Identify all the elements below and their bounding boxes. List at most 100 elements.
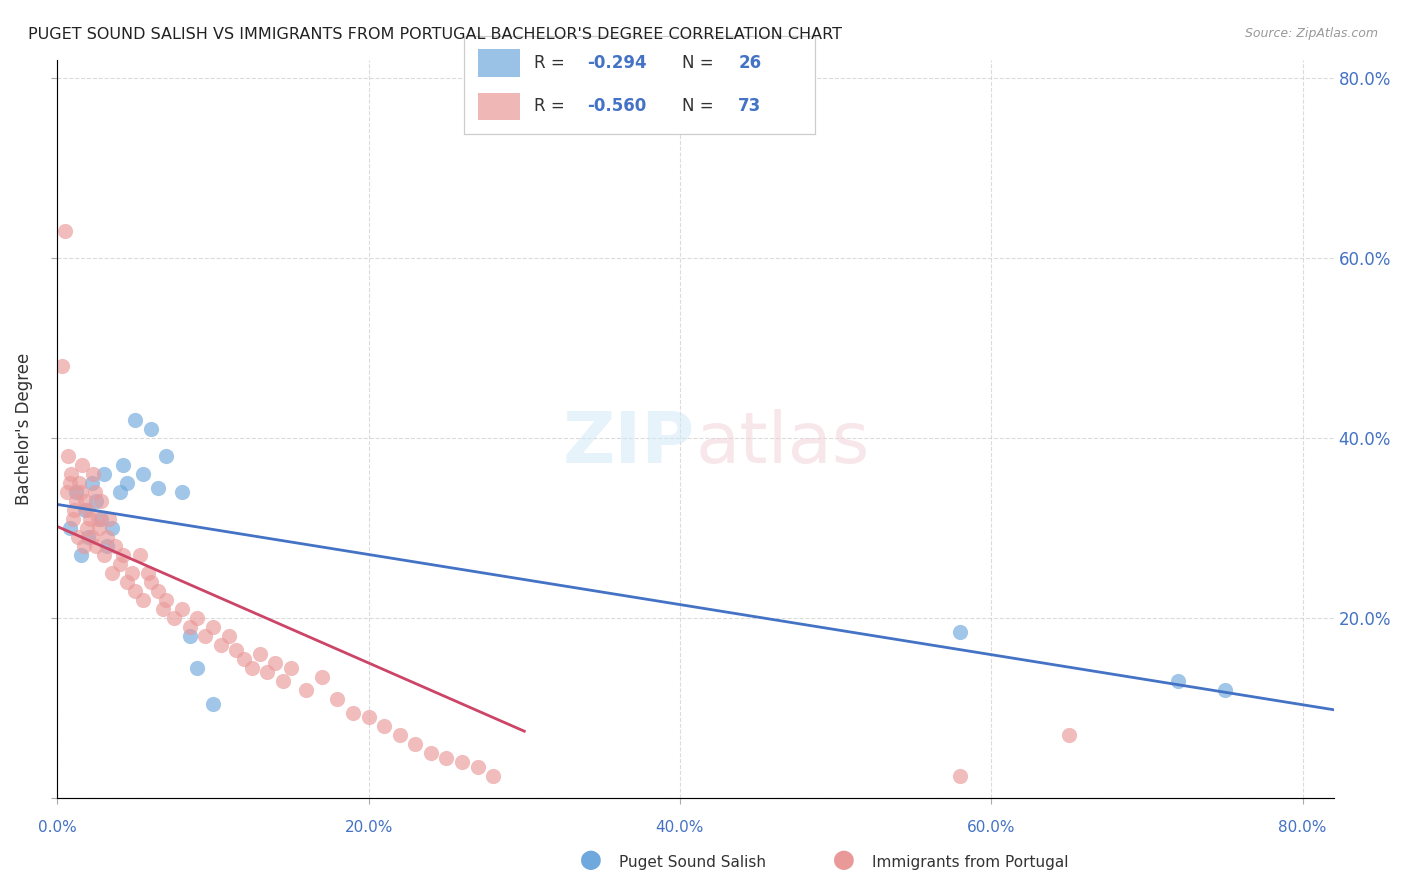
Point bbox=[170, 485, 193, 500]
Point bbox=[101, 521, 124, 535]
Point bbox=[218, 629, 240, 643]
Point bbox=[249, 648, 271, 662]
Point bbox=[186, 611, 208, 625]
Point bbox=[108, 485, 131, 500]
Point bbox=[121, 566, 143, 581]
Point bbox=[152, 602, 174, 616]
Point bbox=[117, 476, 139, 491]
Point bbox=[139, 422, 162, 436]
Point bbox=[136, 566, 159, 581]
Point bbox=[155, 449, 177, 463]
Point bbox=[84, 539, 107, 553]
Point bbox=[70, 458, 93, 472]
Point bbox=[117, 575, 139, 590]
Text: 80.0%: 80.0% bbox=[1278, 820, 1327, 835]
Point bbox=[233, 652, 256, 666]
Point bbox=[256, 665, 278, 680]
Point bbox=[65, 494, 87, 508]
Point bbox=[357, 710, 380, 724]
Text: -0.294: -0.294 bbox=[588, 54, 647, 72]
Point bbox=[295, 683, 318, 698]
Point bbox=[83, 485, 105, 500]
Point bbox=[93, 548, 115, 562]
Text: 26: 26 bbox=[738, 54, 761, 72]
Point bbox=[1057, 728, 1080, 742]
Text: Puget Sound Salish: Puget Sound Salish bbox=[619, 855, 766, 870]
Point bbox=[96, 539, 118, 553]
Point bbox=[170, 602, 193, 616]
Point bbox=[209, 638, 232, 652]
Point bbox=[60, 467, 83, 482]
Point bbox=[76, 521, 98, 535]
Point bbox=[80, 476, 103, 491]
Point bbox=[104, 539, 127, 553]
Point bbox=[201, 620, 224, 634]
Point bbox=[79, 512, 101, 526]
Point bbox=[1213, 683, 1236, 698]
Point bbox=[124, 413, 146, 427]
Point bbox=[77, 530, 100, 544]
Point bbox=[467, 760, 489, 774]
Point bbox=[128, 548, 150, 562]
Point bbox=[179, 620, 201, 634]
Point bbox=[69, 548, 91, 562]
Point bbox=[280, 661, 302, 675]
Text: 73: 73 bbox=[738, 97, 762, 115]
Point bbox=[101, 566, 124, 581]
Point bbox=[58, 449, 80, 463]
Point bbox=[201, 697, 224, 711]
Text: ⬤: ⬤ bbox=[579, 850, 602, 870]
Text: PUGET SOUND SALISH VS IMMIGRANTS FROM PORTUGAL BACHELOR'S DEGREE CORRELATION CHA: PUGET SOUND SALISH VS IMMIGRANTS FROM PO… bbox=[28, 27, 842, 42]
Point bbox=[419, 747, 441, 761]
Point bbox=[186, 661, 208, 675]
Point bbox=[194, 629, 217, 643]
Point bbox=[67, 476, 90, 491]
Point bbox=[311, 670, 333, 684]
Point bbox=[264, 657, 287, 671]
Point bbox=[436, 751, 458, 765]
Text: ZIP: ZIP bbox=[564, 409, 696, 478]
Point bbox=[111, 458, 134, 472]
Point bbox=[240, 661, 263, 675]
Point bbox=[949, 624, 972, 639]
Point bbox=[1167, 674, 1189, 689]
Point bbox=[73, 539, 96, 553]
Point bbox=[82, 467, 104, 482]
Text: N =: N = bbox=[682, 97, 718, 115]
Point bbox=[342, 706, 364, 720]
Point bbox=[373, 719, 395, 733]
Point bbox=[326, 692, 349, 706]
Point bbox=[80, 530, 103, 544]
Point bbox=[163, 611, 186, 625]
Point bbox=[388, 728, 411, 742]
Text: R =: R = bbox=[534, 97, 571, 115]
Point bbox=[148, 584, 170, 599]
Point bbox=[148, 481, 170, 495]
Point bbox=[53, 224, 76, 238]
Point bbox=[482, 769, 505, 783]
Point bbox=[97, 512, 120, 526]
Text: -0.560: -0.560 bbox=[588, 97, 647, 115]
Point bbox=[59, 521, 82, 535]
Point bbox=[949, 769, 972, 783]
Text: ⬤: ⬤ bbox=[832, 850, 855, 870]
Point bbox=[451, 756, 474, 770]
Point bbox=[66, 530, 89, 544]
Point bbox=[404, 738, 426, 752]
Point bbox=[55, 485, 77, 500]
Point bbox=[77, 503, 100, 517]
Point bbox=[139, 575, 162, 590]
Text: 60.0%: 60.0% bbox=[967, 820, 1015, 835]
Point bbox=[51, 359, 73, 373]
Point bbox=[89, 521, 111, 535]
Point bbox=[155, 593, 177, 607]
Point bbox=[90, 494, 112, 508]
Point bbox=[111, 548, 134, 562]
Text: Immigrants from Portugal: Immigrants from Portugal bbox=[872, 855, 1069, 870]
Point bbox=[75, 494, 97, 508]
Point bbox=[179, 629, 201, 643]
Point bbox=[108, 558, 131, 572]
FancyBboxPatch shape bbox=[478, 49, 520, 77]
Point bbox=[87, 512, 110, 526]
Text: R =: R = bbox=[534, 54, 571, 72]
